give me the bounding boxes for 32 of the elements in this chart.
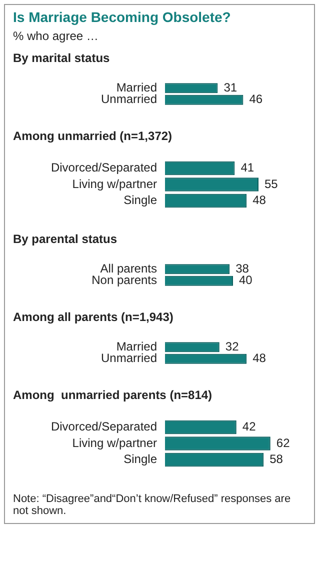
data-label: 32 <box>225 339 240 354</box>
y-tick-label: Divorced/Separated <box>50 420 157 434</box>
data-label: 58 <box>270 452 284 466</box>
data-label: 31 <box>224 80 238 94</box>
data-label: 48 <box>252 351 266 366</box>
text: By parental status <box>12 231 118 248</box>
data-label: 48 <box>252 193 266 208</box>
data-label: 38 <box>236 261 250 276</box>
y-tick-label: All parents <box>100 261 157 276</box>
data-label: 40 <box>239 273 253 288</box>
y-tick-label: Non parents <box>92 273 157 288</box>
y-tick-label: Unmarried <box>100 351 157 366</box>
y-tick-label: Living w/partner <box>72 436 157 450</box>
y-tick-label: Unmarried <box>100 92 157 106</box>
text: % who agree … <box>13 29 100 43</box>
data-label: 55 <box>264 176 278 191</box>
y-tick-label: Divorced/Separated <box>50 160 157 175</box>
chart-title: Among unmarried (n=1,372) <box>12 128 174 145</box>
data-label: 62 <box>276 436 290 450</box>
y-tick-label: Single <box>124 193 158 208</box>
chart-title: Among unmarried parents (n=814) <box>12 387 214 404</box>
y-tick-label: Single <box>124 452 158 466</box>
y-tick-label: Married <box>116 339 157 354</box>
chart-title: Among all parents (n=1,943) <box>12 309 174 326</box>
y-tick-label: Married <box>116 80 157 94</box>
data-label: 46 <box>249 92 263 106</box>
y-tick-label: Living w/partner <box>72 176 157 191</box>
data-label: 42 <box>242 420 256 434</box>
text: Note: “Disagree”and“Don’t know/Refused” responses are not shown. <box>12 492 292 519</box>
text: Is Marriage Becoming Obsolete? <box>13 9 232 25</box>
data-label: 41 <box>240 160 254 175</box>
text: By marital status <box>12 50 111 67</box>
